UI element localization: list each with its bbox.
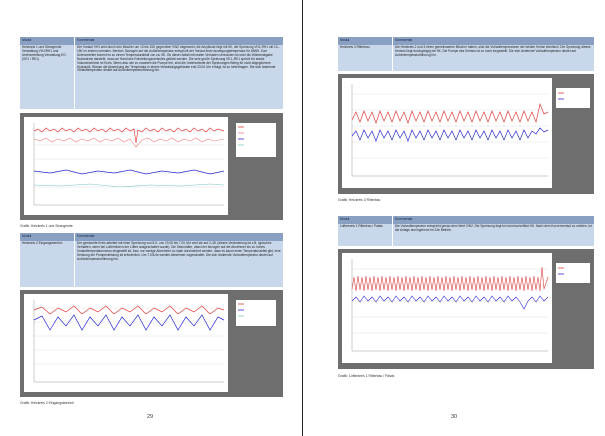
kommentar-cell: Der gemischte Kreis arbeitet mit einer S…	[74, 241, 283, 287]
modul-cell: Heizkreis 1 und Strangende Verwaltung VH…	[20, 45, 75, 109]
modul-cell: Heizkreis 3 Ritterbau	[338, 45, 393, 71]
header-kommentar: Kommentar	[392, 216, 594, 224]
modul-cell: Lüfterkreis 1 Ritterbau / Palais	[338, 224, 393, 246]
module-table-1: Modul Kommentar Heizkreis 1 und Strangen…	[20, 37, 283, 109]
chart-heizkreis-2	[20, 290, 283, 397]
chart-caption-2: Grafik: Heizkreis 2 Eingangsbereich	[20, 401, 74, 405]
kommentar-cell: Der Vorlauf VH1 wird durch den Mischer u…	[74, 45, 283, 109]
module-table-3: Modul Kommentar Heizkreis 3 Ritterbau Di…	[338, 37, 594, 71]
modul-cell: Heizkreis 2 Eingangsbereich	[20, 241, 75, 287]
chart-caption-4: Grafik: Lüfterkreis 1 Ritterbau / Palais	[338, 374, 395, 378]
chart-luefterkreis-1	[338, 249, 594, 369]
chart-caption-1: Grafik: Heizkreis 1 und Strangende	[20, 224, 73, 228]
header-kommentar: Kommentar	[392, 37, 594, 45]
page-divider	[302, 0, 303, 436]
chart-caption-3: Grafik: Heizkreis 3 Ritterbau	[338, 198, 381, 202]
kommentar-cell: Die Vorlauftemperatur entspricht genau d…	[392, 224, 594, 246]
page-number: 30	[451, 414, 458, 420]
left-page: Modul Kommentar Heizkreis 1 und Strangen…	[0, 0, 302, 436]
header-modul: Modul	[338, 216, 393, 224]
header-kommentar: Kommentar	[74, 233, 283, 241]
header-modul: Modul	[20, 233, 75, 241]
right-page: Modul Kommentar Heizkreis 3 Ritterbau Di…	[303, 0, 605, 436]
header-kommentar: Kommentar	[74, 37, 283, 45]
chart-heizkreis-1	[20, 113, 283, 220]
header-modul: Modul	[20, 37, 75, 45]
header-modul: Modul	[338, 37, 393, 45]
module-table-2: Modul Kommentar Heizkreis 2 Eingangsbere…	[20, 233, 283, 287]
module-table-4: Modul Kommentar Lüfterkreis 1 Ritterbau …	[338, 216, 594, 246]
page-number: 29	[147, 414, 154, 420]
chart-heizkreis-3	[338, 74, 594, 194]
kommentar-cell: Die Heizkreis 2 und 3 einen gemeinsamen …	[392, 45, 594, 71]
